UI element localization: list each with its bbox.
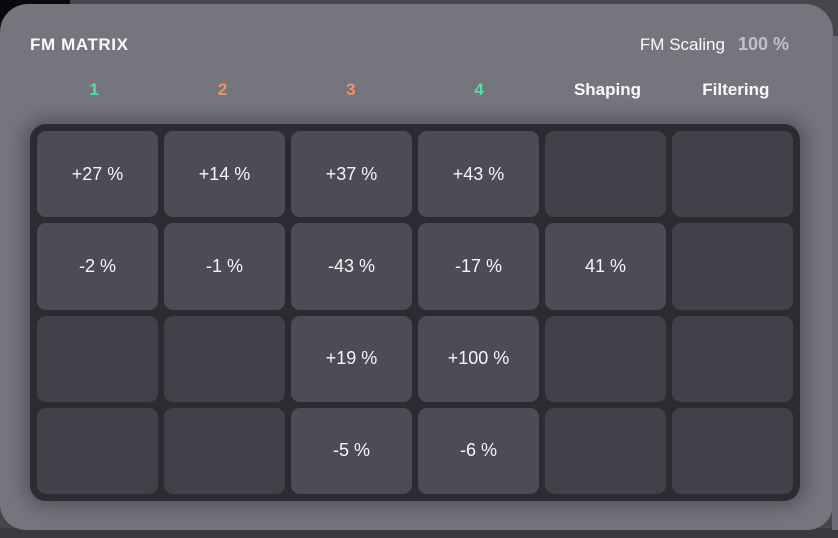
- matrix-cell-r4c6[interactable]: [672, 407, 793, 494]
- matrix-cell-r2c2[interactable]: -1 %: [164, 223, 285, 310]
- column-header-osc3: 3: [346, 80, 356, 99]
- matrix-cell-r1c3[interactable]: +37 %: [291, 131, 412, 218]
- matrix-cell-r4c4[interactable]: -6 %: [418, 407, 539, 494]
- fm-scaling-label: FM Scaling: [639, 35, 725, 54]
- fm-matrix-panel: FM MATRIX FM Scaling 100 % 1 2 3 4 Shapi…: [0, 4, 833, 530]
- bottom-divider: [0, 528, 838, 538]
- matrix-cell-r2c5[interactable]: 41 %: [545, 223, 666, 310]
- column-header-filtering: Filtering: [702, 80, 770, 99]
- matrix-cell-r4c2[interactable]: [164, 407, 285, 494]
- matrix-cell-r3c2[interactable]: [164, 315, 285, 402]
- fm-scaling-value[interactable]: 100 %: [737, 34, 789, 54]
- fm-matrix-grid: +27 % +14 % +37 % +43 % -2 % -1 % -43 % …: [30, 124, 800, 501]
- matrix-cell-r4c5[interactable]: [545, 407, 666, 494]
- matrix-cell-r3c4[interactable]: +100 %: [418, 315, 539, 402]
- column-header-shaping: Shaping: [573, 80, 642, 99]
- matrix-cell-r4c1[interactable]: [37, 407, 158, 494]
- matrix-cell-r1c5[interactable]: [545, 131, 666, 218]
- matrix-cell-r3c5[interactable]: [545, 315, 666, 402]
- matrix-cell-r1c6[interactable]: [672, 131, 793, 218]
- column-headers: 1 2 3 4 Shaping Filtering: [30, 80, 800, 100]
- column-header-osc1: 1: [89, 80, 99, 99]
- matrix-cell-r3c6[interactable]: [672, 315, 793, 402]
- matrix-cell-r1c2[interactable]: +14 %: [164, 131, 285, 218]
- column-header-osc4: 4: [474, 80, 484, 99]
- matrix-cell-r2c1[interactable]: -2 %: [37, 223, 158, 310]
- matrix-cell-r1c1[interactable]: +27 %: [37, 131, 158, 218]
- matrix-cell-r2c3[interactable]: -43 %: [291, 223, 412, 310]
- matrix-cell-r4c3[interactable]: -5 %: [291, 407, 412, 494]
- matrix-cell-r3c3[interactable]: +19 %: [291, 315, 412, 402]
- matrix-cell-r1c4[interactable]: +43 %: [418, 131, 539, 218]
- right-edge-divider: [832, 36, 838, 530]
- column-header-osc2: 2: [217, 80, 228, 99]
- matrix-cell-r2c4[interactable]: -17 %: [418, 223, 539, 310]
- panel-title: FM MATRIX: [30, 35, 129, 54]
- matrix-cell-r3c1[interactable]: [37, 315, 158, 402]
- matrix-cell-r2c6[interactable]: [672, 223, 793, 310]
- fm-scaling-control: FM Scaling 100 %: [640, 34, 789, 55]
